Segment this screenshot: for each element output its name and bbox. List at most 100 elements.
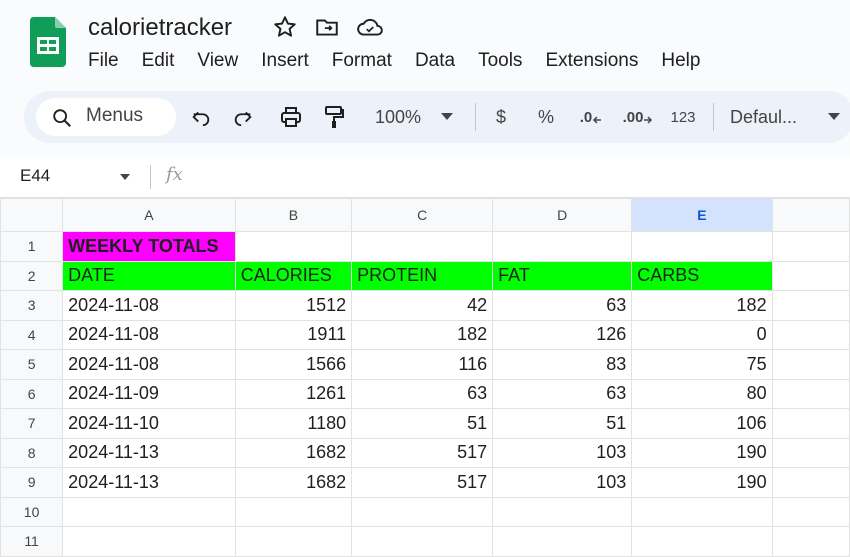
spreadsheet-grid[interactable]: A B C D E 1 WEEKLY TOTALS 2 DATE CALORIE… bbox=[0, 198, 850, 557]
fat-cell[interactable]: 83 bbox=[492, 349, 633, 380]
zoom-dropdown-icon[interactable] bbox=[439, 104, 455, 130]
cell[interactable] bbox=[771, 467, 850, 498]
calories-cell[interactable]: 1261 bbox=[234, 378, 353, 409]
sheets-logo-icon[interactable] bbox=[30, 17, 66, 67]
protein-cell[interactable]: 517 bbox=[351, 467, 494, 498]
cell[interactable] bbox=[492, 231, 633, 262]
cell[interactable] bbox=[62, 526, 236, 557]
cell[interactable] bbox=[771, 378, 850, 409]
cell[interactable] bbox=[771, 496, 850, 527]
date-cell[interactable]: 2024-11-13 bbox=[62, 467, 236, 498]
carbs-cell[interactable]: 106 bbox=[631, 408, 773, 439]
carbs-cell[interactable]: 75 bbox=[631, 349, 773, 380]
date-cell[interactable]: 2024-11-10 bbox=[62, 408, 236, 439]
font-select[interactable]: Defaul... bbox=[730, 106, 798, 127]
menu-edit[interactable]: Edit bbox=[141, 50, 175, 71]
row-header[interactable]: 4 bbox=[0, 319, 64, 350]
fat-cell[interactable]: 63 bbox=[492, 290, 633, 321]
redo-icon[interactable] bbox=[230, 104, 256, 130]
cell[interactable] bbox=[771, 349, 850, 380]
font-dropdown-icon[interactable] bbox=[826, 104, 842, 130]
row-header[interactable]: 8 bbox=[0, 437, 64, 468]
calories-cell[interactable]: 1682 bbox=[234, 437, 353, 468]
menu-data[interactable]: Data bbox=[414, 50, 456, 71]
date-cell[interactable]: 2024-11-08 bbox=[62, 349, 236, 380]
weekly-totals-cell[interactable]: WEEKLY TOTALS bbox=[62, 231, 236, 262]
cell[interactable] bbox=[771, 290, 850, 321]
column-header-c[interactable]: C bbox=[351, 198, 494, 232]
row-header[interactable]: 9 bbox=[0, 467, 64, 498]
fat-cell[interactable]: 63 bbox=[492, 378, 633, 409]
column-header-d[interactable]: D bbox=[492, 198, 633, 232]
cell[interactable] bbox=[234, 496, 353, 527]
column-header-e[interactable]: E bbox=[631, 198, 773, 232]
header-cell-carbs[interactable]: CARBS bbox=[631, 260, 773, 291]
cell[interactable] bbox=[62, 496, 236, 527]
protein-cell[interactable]: 116 bbox=[351, 349, 494, 380]
calories-cell[interactable]: 1180 bbox=[234, 408, 353, 439]
paint-format-icon[interactable] bbox=[322, 104, 346, 130]
menu-extensions[interactable]: Extensions bbox=[545, 50, 639, 71]
calories-cell[interactable]: 1682 bbox=[234, 467, 353, 498]
column-header-f[interactable] bbox=[771, 198, 850, 232]
date-cell[interactable]: 2024-11-09 bbox=[62, 378, 236, 409]
row-header[interactable]: 2 bbox=[0, 260, 64, 291]
carbs-cell[interactable]: 0 bbox=[631, 319, 773, 350]
menu-file[interactable]: File bbox=[88, 50, 119, 71]
header-cell-calories[interactable]: CALORIES bbox=[234, 260, 353, 291]
header-cell-date[interactable]: DATE bbox=[62, 260, 236, 291]
menu-insert[interactable]: Insert bbox=[261, 50, 309, 71]
protein-cell[interactable]: 42 bbox=[351, 290, 494, 321]
date-cell[interactable]: 2024-11-08 bbox=[62, 319, 236, 350]
row-header[interactable]: 1 bbox=[0, 231, 64, 262]
protein-cell[interactable]: 517 bbox=[351, 437, 494, 468]
star-icon[interactable] bbox=[272, 14, 298, 40]
formula-input[interactable] bbox=[200, 165, 830, 189]
select-all-corner[interactable] bbox=[0, 198, 64, 232]
calories-cell[interactable]: 1566 bbox=[234, 349, 353, 380]
header-cell-protein[interactable]: PROTEIN bbox=[351, 260, 494, 291]
cell[interactable] bbox=[492, 496, 633, 527]
undo-icon[interactable] bbox=[188, 104, 214, 130]
cell[interactable] bbox=[771, 408, 850, 439]
zoom-value[interactable]: 100% bbox=[374, 106, 422, 127]
cell[interactable] bbox=[492, 526, 633, 557]
carbs-cell[interactable]: 80 bbox=[631, 378, 773, 409]
cell[interactable] bbox=[234, 526, 353, 557]
fat-cell[interactable]: 126 bbox=[492, 319, 633, 350]
cloud-saved-icon[interactable] bbox=[356, 14, 383, 40]
menu-help[interactable]: Help bbox=[661, 50, 701, 71]
row-header[interactable]: 11 bbox=[0, 526, 64, 557]
cell[interactable] bbox=[771, 260, 850, 291]
name-box-dropdown-icon[interactable] bbox=[120, 174, 130, 180]
cell[interactable] bbox=[631, 231, 773, 262]
fat-cell[interactable]: 103 bbox=[492, 437, 633, 468]
date-cell[interactable]: 2024-11-13 bbox=[62, 437, 236, 468]
decrease-decimal-button[interactable]: .0 bbox=[576, 104, 606, 130]
carbs-cell[interactable]: 182 bbox=[631, 290, 773, 321]
calories-cell[interactable]: 1911 bbox=[234, 319, 353, 350]
percent-format-button[interactable]: % bbox=[537, 106, 554, 127]
cell[interactable] bbox=[351, 496, 494, 527]
fat-cell[interactable]: 103 bbox=[492, 467, 633, 498]
menu-view[interactable]: View bbox=[197, 50, 239, 71]
protein-cell[interactable]: 63 bbox=[351, 378, 494, 409]
menu-format[interactable]: Format bbox=[331, 50, 392, 71]
header-cell-fat[interactable]: FAT bbox=[492, 260, 633, 291]
number-format-button[interactable]: 123 bbox=[670, 108, 696, 126]
menu-tools[interactable]: Tools bbox=[478, 50, 523, 71]
cell[interactable] bbox=[771, 231, 850, 262]
move-folder-icon[interactable] bbox=[314, 14, 340, 40]
menu-search[interactable]: Menus bbox=[36, 98, 176, 136]
calories-cell[interactable]: 1512 bbox=[234, 290, 353, 321]
document-title[interactable]: calorietracker bbox=[88, 14, 233, 41]
fat-cell[interactable]: 51 bbox=[492, 408, 633, 439]
cell[interactable] bbox=[631, 496, 773, 527]
cell[interactable] bbox=[351, 231, 494, 262]
protein-cell[interactable]: 182 bbox=[351, 319, 494, 350]
protein-cell[interactable]: 51 bbox=[351, 408, 494, 439]
print-icon[interactable] bbox=[277, 104, 305, 130]
date-cell[interactable]: 2024-11-08 bbox=[62, 290, 236, 321]
row-header[interactable]: 7 bbox=[0, 408, 64, 439]
currency-format-button[interactable]: $ bbox=[495, 106, 506, 127]
